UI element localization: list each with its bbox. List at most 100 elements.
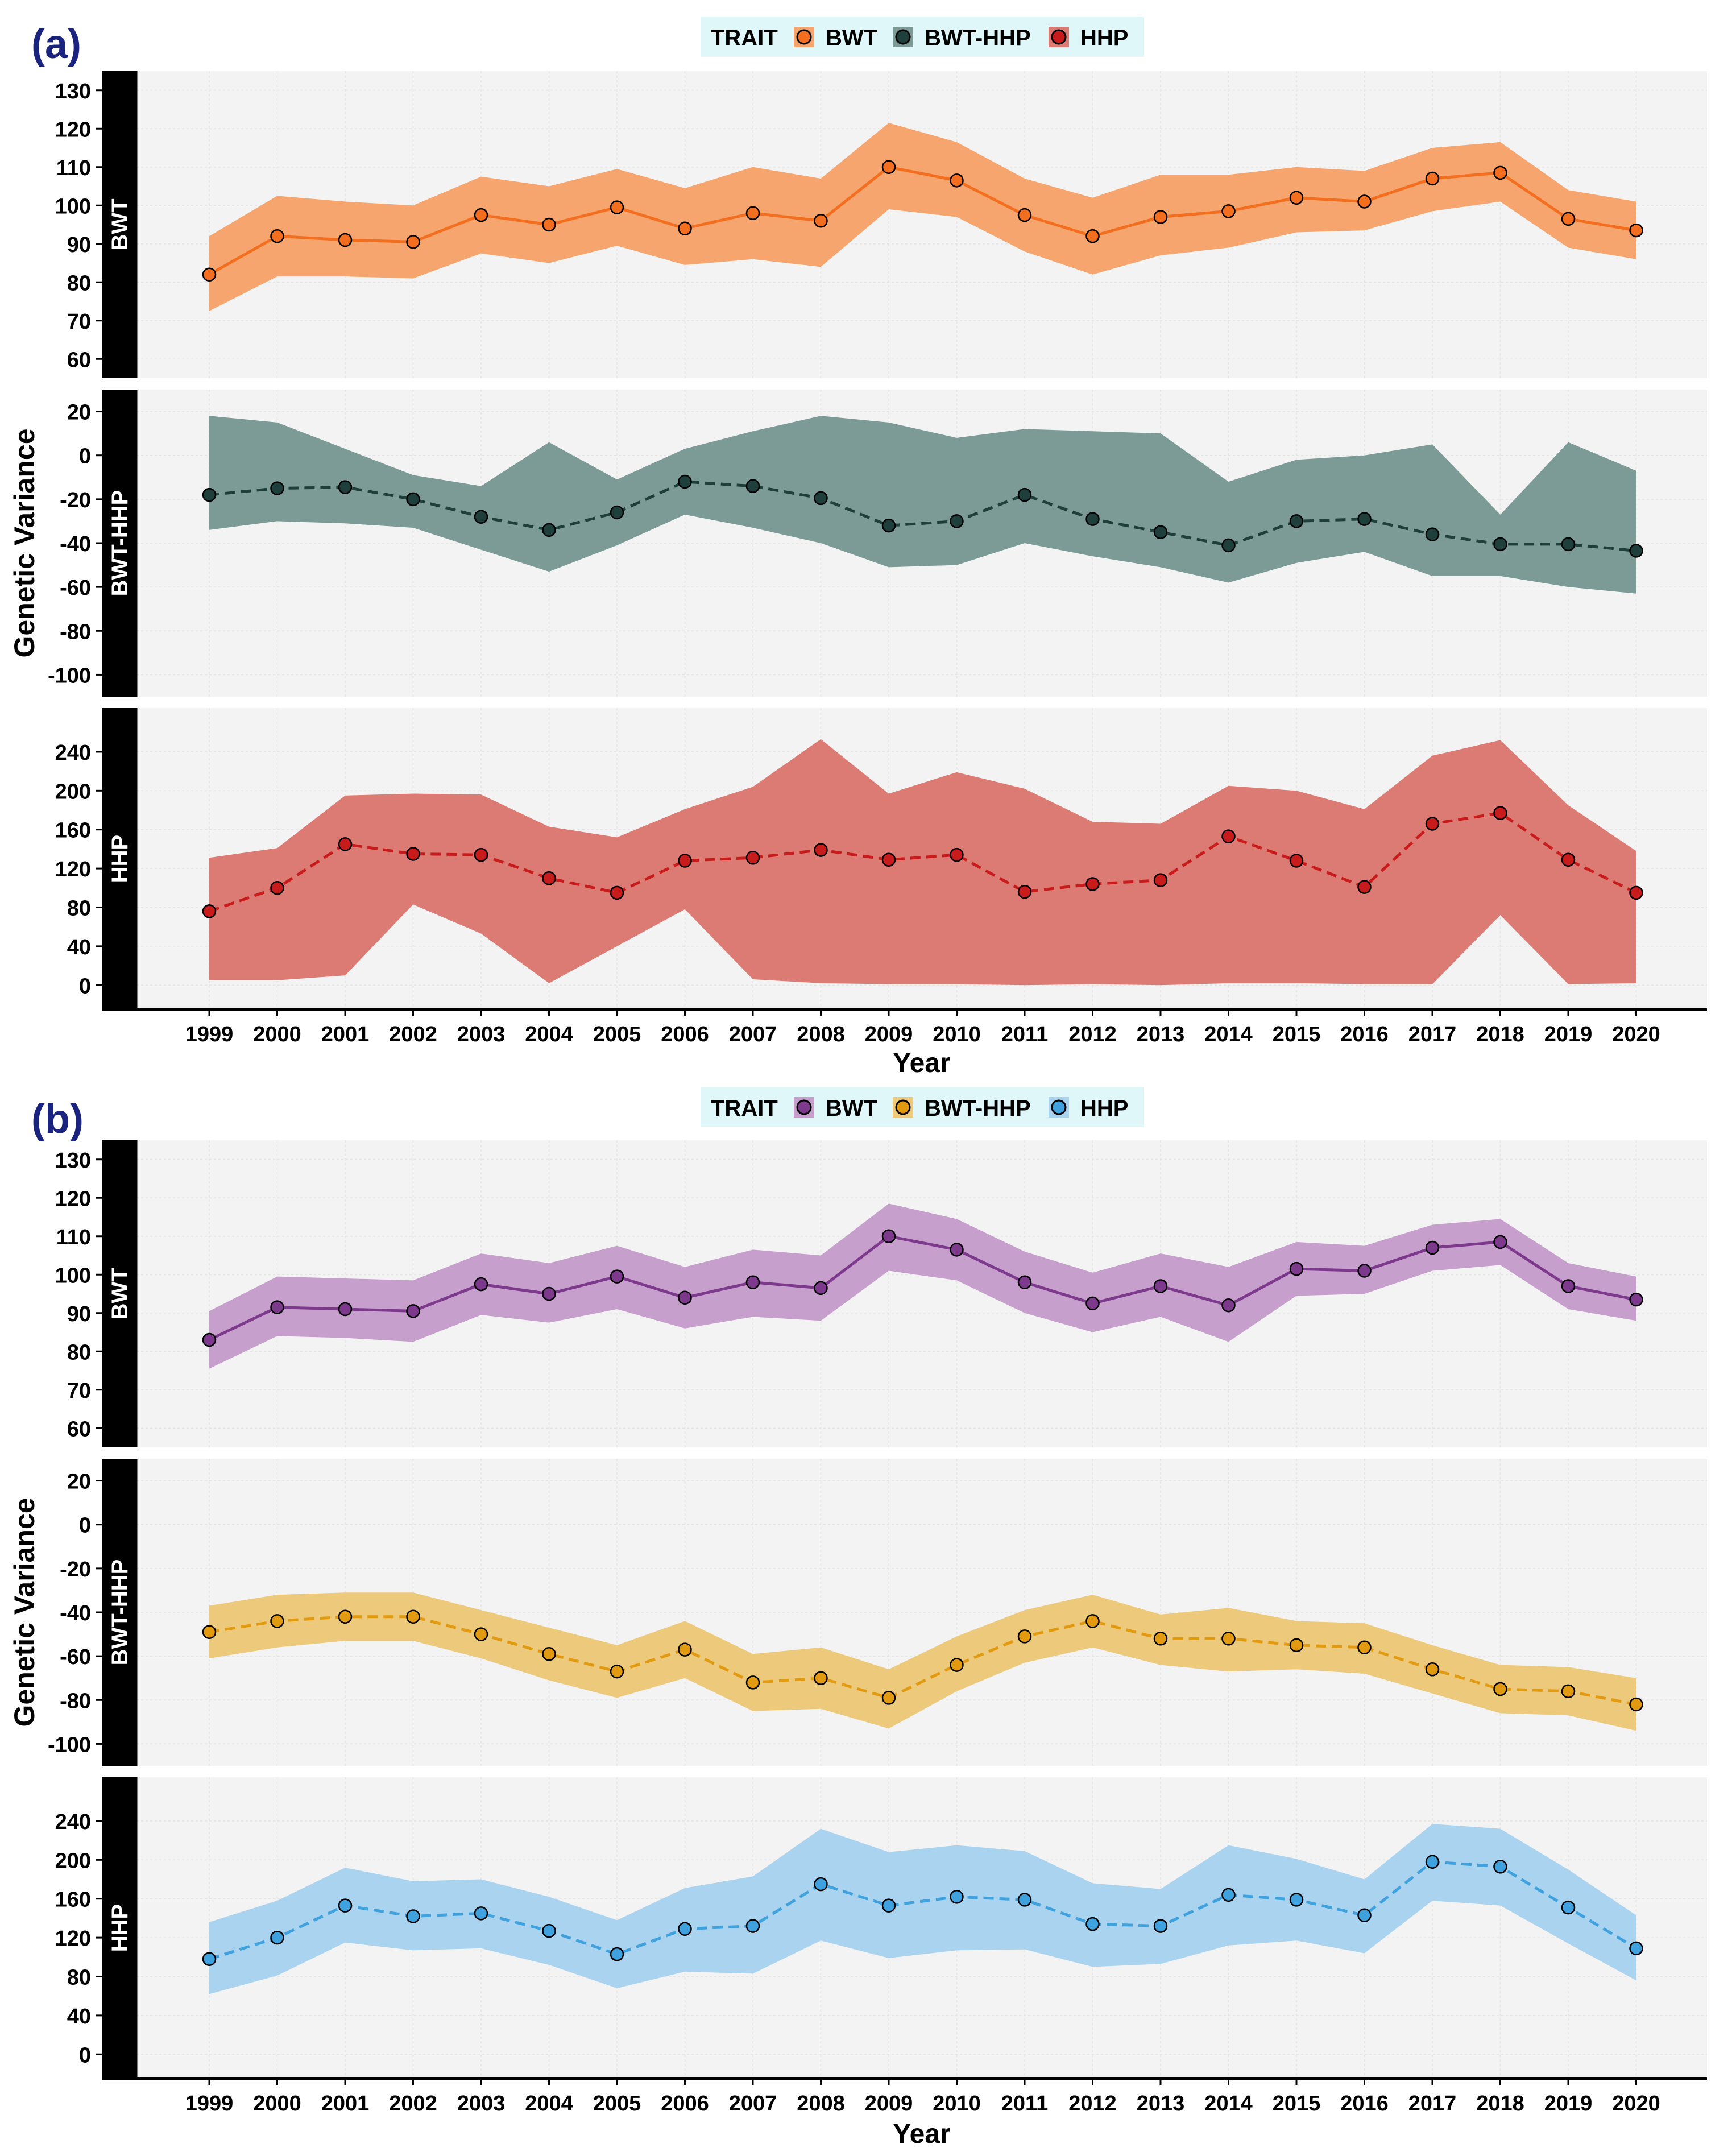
series-line-a-bwt-hhp bbox=[209, 480, 1636, 552]
xtick-label-b-2020: 2020 bbox=[1612, 2092, 1660, 2116]
ytick-label-b-hhp-80: 80 bbox=[67, 1965, 91, 1989]
xtick-label-a-2008: 2008 bbox=[797, 1023, 845, 1046]
panel-a: (a) TRAIT BWT BWT-HHP HHP Genetic Varian… bbox=[9, 17, 1707, 1078]
series-line-a-bwt bbox=[208, 165, 1636, 276]
ytick-label-b-hhp-200: 200 bbox=[55, 1849, 91, 1873]
strip-label-b-bwt-hhp: BWT-HHP bbox=[107, 1559, 132, 1666]
xtick-label-a-2009: 2009 bbox=[865, 1023, 913, 1046]
ytick-label-b-bwt-hhp--60: -60 bbox=[60, 1645, 91, 1669]
point-a-bwt-hhp-2005 bbox=[610, 505, 624, 520]
ytick-label-b-bwt-90: 90 bbox=[67, 1302, 91, 1326]
point-b-hhp-2004 bbox=[542, 1923, 556, 1938]
ytick-label-a-hhp-40: 40 bbox=[67, 936, 91, 959]
point-b-hhp-2009 bbox=[881, 1898, 896, 1913]
point-a-bwt-2007 bbox=[745, 206, 760, 220]
xtick-label-b-2006: 2006 bbox=[661, 2092, 709, 2116]
strip-a-hhp bbox=[102, 708, 136, 1009]
legend-b-title: TRAIT bbox=[711, 1096, 778, 1121]
legend-a-item-2: HHP bbox=[1049, 26, 1128, 51]
facet-b-bwt-hhp: BWT-HHP -100 -80 -60 -40 -20 0 20 bbox=[48, 1459, 1707, 1766]
point-a-bwt-2015 bbox=[1289, 191, 1304, 205]
point-a-bwt-hhp-2001 bbox=[338, 480, 353, 494]
ytick-label-a-bwt-hhp--60: -60 bbox=[60, 576, 91, 600]
point-b-bwt-hhp-2019 bbox=[1561, 1684, 1576, 1699]
point-b-bwt-2009 bbox=[881, 1229, 896, 1243]
point-b-bwt-2014 bbox=[1221, 1298, 1236, 1313]
ribbon-b-hhp bbox=[209, 1824, 1636, 1994]
point-a-hhp-2003 bbox=[474, 847, 488, 862]
point-b-bwt-2011 bbox=[1017, 1275, 1032, 1289]
point-b-bwt-2003 bbox=[474, 1277, 488, 1292]
point-a-bwt-2018 bbox=[1493, 165, 1507, 180]
ytick-label-b-bwt-hhp--20: -20 bbox=[60, 1558, 91, 1582]
legend-b-label-1: BWT-HHP bbox=[925, 1096, 1031, 1121]
xtick-label-a-2006: 2006 bbox=[661, 1023, 709, 1046]
ytick-label-a-hhp-200: 200 bbox=[55, 780, 91, 804]
point-b-hhp-2016 bbox=[1357, 1908, 1372, 1923]
strip-b-bwt bbox=[102, 1140, 136, 1447]
point-a-bwt-hhp-2010 bbox=[950, 514, 964, 528]
ytick-label-a-bwt-70: 70 bbox=[67, 310, 91, 334]
series-line-b-bwt bbox=[208, 1235, 1636, 1342]
point-a-bwt-2000 bbox=[270, 229, 284, 243]
point-b-bwt-2018 bbox=[1493, 1235, 1507, 1249]
ribbon-a-hhp bbox=[209, 739, 1636, 986]
series-line-b-bwt-hhp bbox=[209, 1615, 1636, 1706]
xtick-label-b-2010: 2010 bbox=[933, 2092, 981, 2116]
ribbon-a-bwt bbox=[209, 123, 1636, 311]
legend-b-label-0: BWT bbox=[826, 1096, 877, 1121]
xtick-label-b-2019: 2019 bbox=[1544, 2092, 1593, 2116]
point-b-bwt-hhp-2020 bbox=[1629, 1697, 1643, 1712]
point-b-hhp-2008 bbox=[814, 1877, 828, 1892]
strip-label-a-bwt: BWT bbox=[107, 198, 132, 250]
point-b-bwt-2015 bbox=[1289, 1261, 1304, 1276]
xtick-label-a-2017: 2017 bbox=[1408, 1023, 1457, 1046]
legend-a-dot-2 bbox=[1051, 29, 1067, 45]
legend-a-label-1: BWT-HHP bbox=[925, 26, 1031, 51]
xtick-label-b-2011: 2011 bbox=[1001, 2092, 1048, 2116]
point-b-bwt-hhp-2005 bbox=[610, 1664, 624, 1679]
point-a-bwt-hhp-2008 bbox=[814, 491, 828, 506]
xtick-label-b-2001: 2001 bbox=[321, 2092, 370, 2116]
legend-b-dot-0 bbox=[796, 1099, 812, 1115]
facet-b-bwt: BWT 60 70 80 90 100 110 120 130 bbox=[55, 1140, 1707, 1447]
ytick-label-a-bwt-110: 110 bbox=[56, 156, 91, 180]
xtick-label-a-2002: 2002 bbox=[389, 1023, 437, 1046]
xtick-label-b-2013: 2013 bbox=[1137, 2092, 1185, 2116]
ytick-label-a-hhp-0: 0 bbox=[79, 974, 91, 998]
legend-b-dot-2 bbox=[1051, 1099, 1067, 1115]
legend-b-item-2: HHP bbox=[1049, 1096, 1128, 1121]
legend-b-item-0: BWT bbox=[794, 1096, 877, 1121]
panel-a-label: (a) bbox=[31, 22, 81, 67]
point-a-bwt-2020 bbox=[1629, 223, 1643, 238]
legend-b-label-2: HHP bbox=[1080, 1096, 1128, 1121]
ribbon-b-bwt-hhp bbox=[209, 1592, 1636, 1731]
xtick-label-b-2000: 2000 bbox=[253, 2092, 301, 2116]
point-b-bwt-hhp-2014 bbox=[1221, 1632, 1236, 1646]
point-b-hhp-2001 bbox=[338, 1898, 353, 1913]
ytick-label-b-bwt-80: 80 bbox=[67, 1340, 91, 1364]
point-b-hhp-2006 bbox=[678, 1922, 692, 1936]
xtick-label-a-2001: 2001 bbox=[321, 1023, 370, 1046]
point-b-bwt-2006 bbox=[678, 1290, 692, 1305]
panel-b-label: (b) bbox=[31, 1096, 84, 1142]
point-b-hhp-2017 bbox=[1425, 1855, 1440, 1869]
legend-a-item-0: BWT bbox=[794, 26, 877, 51]
point-b-hhp-2005 bbox=[610, 1947, 624, 1961]
point-a-hhp-2006 bbox=[678, 854, 692, 868]
point-b-hhp-2020 bbox=[1629, 1941, 1643, 1956]
point-a-hhp-2016 bbox=[1357, 880, 1372, 894]
point-b-bwt-2012 bbox=[1085, 1296, 1100, 1311]
point-a-bwt-1999 bbox=[202, 267, 217, 282]
strip-label-b-bwt: BWT bbox=[107, 1268, 132, 1319]
xtick-label-a-2020: 2020 bbox=[1612, 1023, 1660, 1046]
ytick-label-a-bwt-hhp--100: -100 bbox=[48, 664, 91, 688]
facet-b-hhp: HHP 0 40 80 120 160 200 240 bbox=[55, 1777, 1707, 2079]
legend-a-box bbox=[701, 17, 1144, 57]
xtick-label-b-2018: 2018 bbox=[1476, 2092, 1524, 2116]
grid-b-bwt bbox=[136, 1140, 1707, 1447]
point-b-bwt-hhp-2002 bbox=[406, 1609, 420, 1624]
legend-a-label-2: HHP bbox=[1080, 26, 1128, 51]
ytick-label-a-hhp-120: 120 bbox=[55, 858, 91, 882]
